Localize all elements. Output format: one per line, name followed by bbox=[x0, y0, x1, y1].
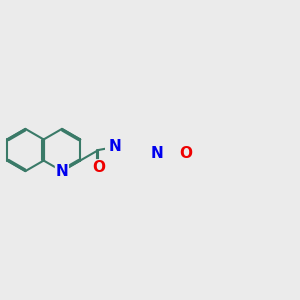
Text: N: N bbox=[56, 164, 68, 178]
Text: O: O bbox=[92, 160, 105, 175]
Text: N: N bbox=[109, 139, 122, 154]
Text: O: O bbox=[179, 146, 193, 161]
Text: N: N bbox=[150, 146, 163, 161]
